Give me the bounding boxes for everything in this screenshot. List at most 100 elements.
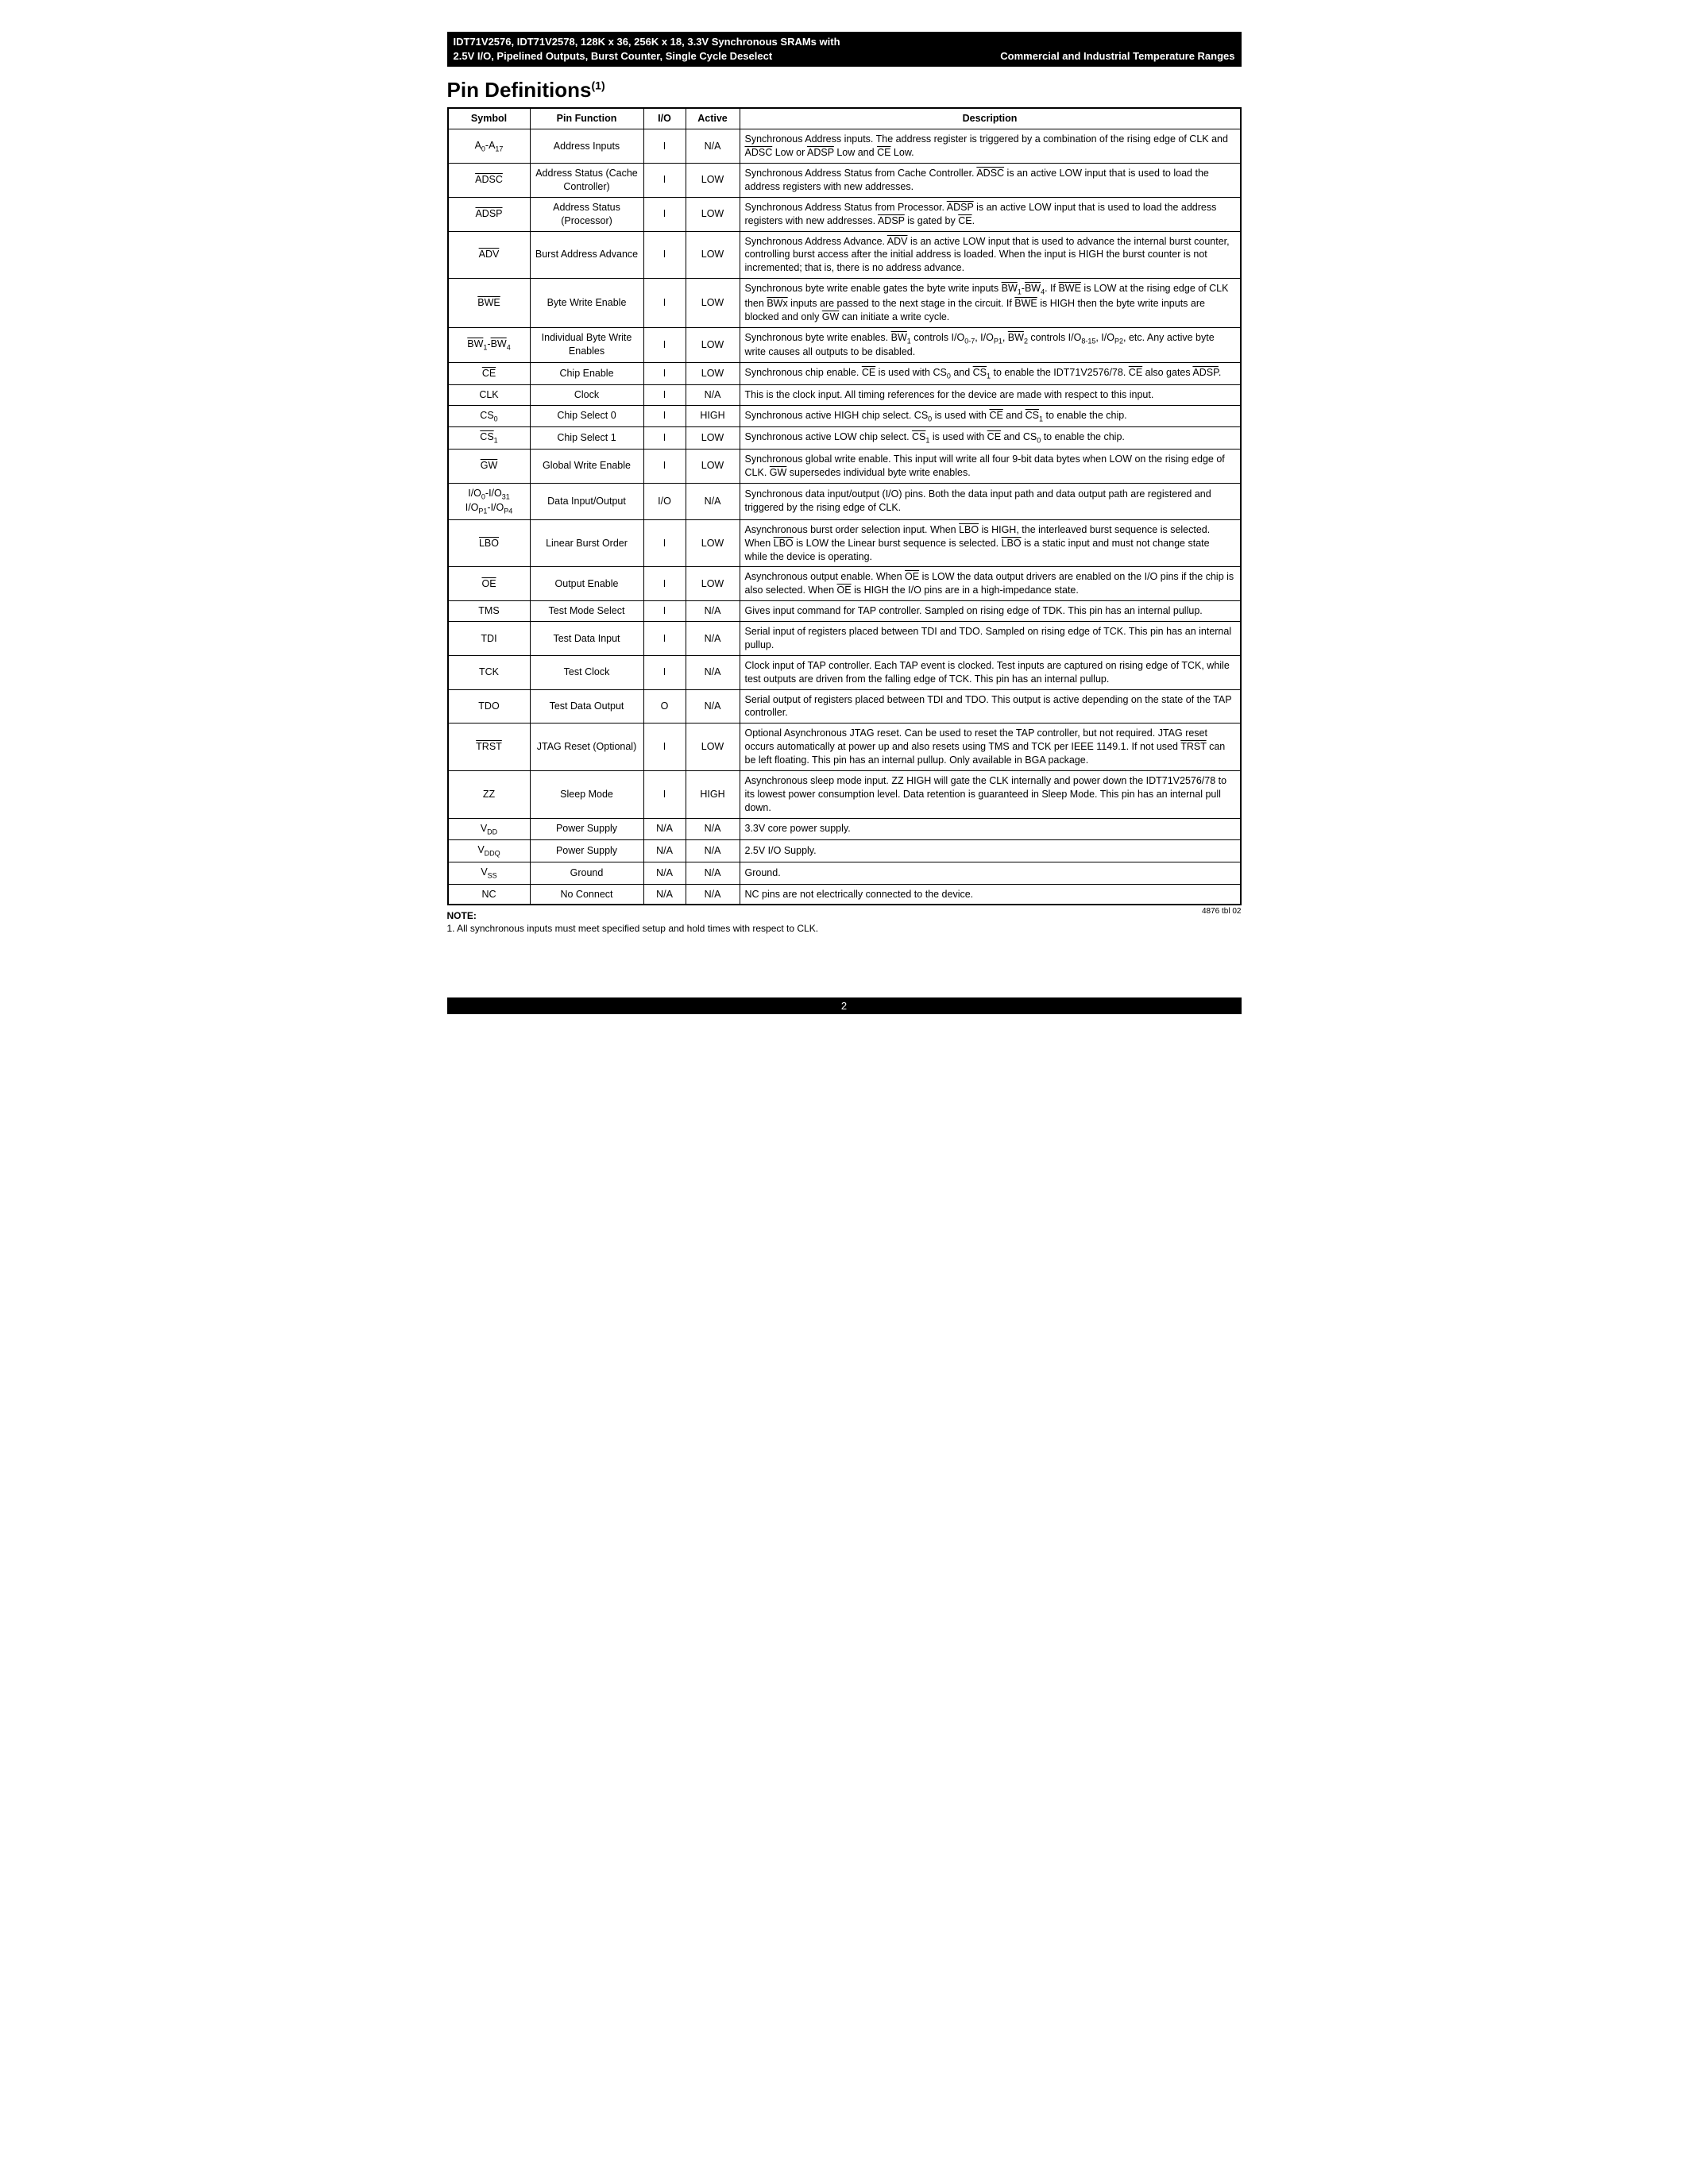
table-row: GWGlobal Write EnableILOWSynchronous glo… <box>448 449 1241 483</box>
cell-io: O <box>643 689 686 723</box>
cell-symbol: A0-A17 <box>448 129 531 164</box>
cell-io: I <box>643 231 686 279</box>
cell-io: I <box>643 327 686 363</box>
cell-active: N/A <box>686 689 740 723</box>
table-row: CS0Chip Select 0IHIGHSynchronous active … <box>448 405 1241 427</box>
cell-desc: Synchronous byte write enable gates the … <box>740 279 1241 327</box>
cell-symbol: I/O0-I/O31I/OP1-I/OP4 <box>448 483 531 519</box>
cell-func: Address Status (Processor) <box>530 197 643 231</box>
cell-desc: Asynchronous sleep mode input. ZZ HIGH w… <box>740 770 1241 818</box>
cell-active: N/A <box>686 862 740 884</box>
cell-symbol: ADSP <box>448 197 531 231</box>
cell-symbol: ADSC <box>448 164 531 198</box>
cell-active: LOW <box>686 231 740 279</box>
cell-desc: Clock input of TAP controller. Each TAP … <box>740 655 1241 689</box>
table-row: VDDPower SupplyN/AN/A3.3V core power sup… <box>448 818 1241 840</box>
note-body: 1. All synchronous inputs must meet spec… <box>447 923 819 934</box>
cell-active: N/A <box>686 601 740 622</box>
cell-func: Power Supply <box>530 818 643 840</box>
cell-func: Global Write Enable <box>530 449 643 483</box>
table-row: BW1-BW4Individual Byte Write EnablesILOW… <box>448 327 1241 363</box>
page-footer: 2 <box>447 997 1242 1014</box>
cell-desc: Asynchronous burst order selection input… <box>740 519 1241 567</box>
cell-desc: Ground. <box>740 862 1241 884</box>
cell-io: I <box>643 723 686 771</box>
table-row: NCNo ConnectN/AN/ANC pins are not electr… <box>448 884 1241 905</box>
cell-symbol: VDDQ <box>448 840 531 862</box>
cell-func: No Connect <box>530 884 643 905</box>
cell-desc: Serial output of registers placed betwee… <box>740 689 1241 723</box>
cell-desc: Gives input command for TAP controller. … <box>740 601 1241 622</box>
cell-symbol: ADV <box>448 231 531 279</box>
cell-symbol: TRST <box>448 723 531 771</box>
page-number: 2 <box>841 1000 847 1012</box>
cell-func: Address Status (Cache Controller) <box>530 164 643 198</box>
table-row: OEOutput EnableILOWAsynchronous output e… <box>448 567 1241 601</box>
cell-io: I <box>643 427 686 450</box>
cell-io: N/A <box>643 884 686 905</box>
cell-io: I <box>643 279 686 327</box>
cell-io: I <box>643 164 686 198</box>
section-title-sup: (1) <box>592 79 605 92</box>
cell-symbol: NC <box>448 884 531 905</box>
table-row: CLKClockIN/AThis is the clock input. All… <box>448 384 1241 405</box>
cell-desc: Serial input of registers placed between… <box>740 622 1241 656</box>
cell-desc: Synchronous Address Advance. ADV is an a… <box>740 231 1241 279</box>
cell-func: Address Inputs <box>530 129 643 164</box>
cell-desc: Optional Asynchronous JTAG reset. Can be… <box>740 723 1241 771</box>
cell-symbol: CS0 <box>448 405 531 427</box>
cell-func: Chip Enable <box>530 363 643 385</box>
cell-desc: Synchronous data input/output (I/O) pins… <box>740 483 1241 519</box>
cell-io: I <box>643 770 686 818</box>
cell-io: I <box>643 197 686 231</box>
header-line2-left: 2.5V I/O, Pipelined Outputs, Burst Count… <box>454 49 773 64</box>
cell-active: N/A <box>686 129 740 164</box>
cell-desc: Synchronous chip enable. CE is used with… <box>740 363 1241 385</box>
cell-symbol: LBO <box>448 519 531 567</box>
cell-io: I <box>643 601 686 622</box>
cell-func: JTAG Reset (Optional) <box>530 723 643 771</box>
cell-active: HIGH <box>686 405 740 427</box>
cell-active: LOW <box>686 327 740 363</box>
table-row: I/O0-I/O31I/OP1-I/OP4Data Input/OutputI/… <box>448 483 1241 519</box>
cell-symbol: VDD <box>448 818 531 840</box>
cell-active: N/A <box>686 884 740 905</box>
col-desc: Description <box>740 108 1241 129</box>
cell-symbol: TDO <box>448 689 531 723</box>
cell-desc: Asynchronous output enable. When OE is L… <box>740 567 1241 601</box>
cell-func: Ground <box>530 862 643 884</box>
cell-desc: Synchronous Address Status from Cache Co… <box>740 164 1241 198</box>
cell-func: Individual Byte Write Enables <box>530 327 643 363</box>
cell-desc: Synchronous Address Status from Processo… <box>740 197 1241 231</box>
cell-func: Test Clock <box>530 655 643 689</box>
table-header-row: Symbol Pin Function I/O Active Descripti… <box>448 108 1241 129</box>
col-symbol: Symbol <box>448 108 531 129</box>
section-title: Pin Definitions(1) <box>447 78 1242 102</box>
cell-active: N/A <box>686 818 740 840</box>
cell-active: LOW <box>686 197 740 231</box>
cell-func: Test Mode Select <box>530 601 643 622</box>
cell-symbol: TCK <box>448 655 531 689</box>
cell-active: N/A <box>686 655 740 689</box>
cell-active: LOW <box>686 427 740 450</box>
cell-desc: Synchronous Address inputs. The address … <box>740 129 1241 164</box>
table-row: BWEByte Write EnableILOWSynchronous byte… <box>448 279 1241 327</box>
table-row: TCKTest ClockIN/AClock input of TAP cont… <box>448 655 1241 689</box>
col-active: Active <box>686 108 740 129</box>
cell-symbol: TDI <box>448 622 531 656</box>
cell-desc: This is the clock input. All timing refe… <box>740 384 1241 405</box>
cell-io: I <box>643 384 686 405</box>
cell-func: Clock <box>530 384 643 405</box>
cell-desc: Synchronous active LOW chip select. CS1 … <box>740 427 1241 450</box>
col-func: Pin Function <box>530 108 643 129</box>
cell-io: I <box>643 405 686 427</box>
cell-func: Power Supply <box>530 840 643 862</box>
table-row: LBOLinear Burst OrderILOWAsynchronous bu… <box>448 519 1241 567</box>
pin-definitions-table: Symbol Pin Function I/O Active Descripti… <box>447 107 1242 905</box>
cell-active: LOW <box>686 164 740 198</box>
cell-desc: NC pins are not electrically connected t… <box>740 884 1241 905</box>
cell-active: N/A <box>686 483 740 519</box>
col-io: I/O <box>643 108 686 129</box>
header-line1: IDT71V2576, IDT71V2578, 128K x 36, 256K … <box>454 35 1235 49</box>
cell-active: LOW <box>686 363 740 385</box>
